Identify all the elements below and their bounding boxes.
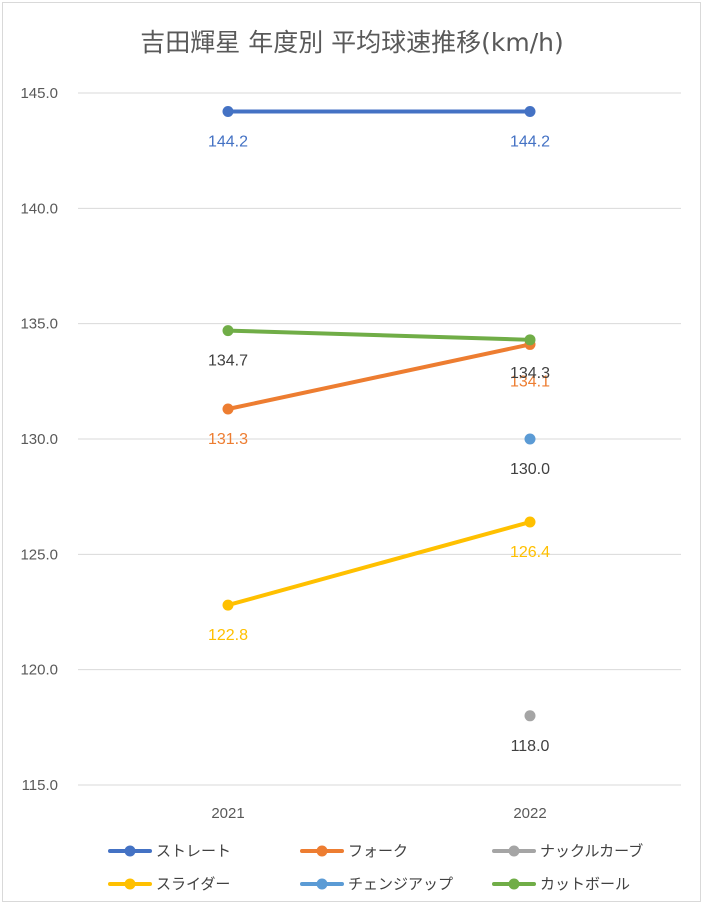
legend-item: チェンジアップ [300,875,453,893]
data-label: 118.0 [511,738,550,755]
chart-title: 吉田輝星 年度別 平均球速推移(km/h) [140,28,564,57]
data-label: 134.1 [510,373,550,390]
series-lines [226,109,532,608]
data-point [524,433,536,445]
legend-swatch-marker [316,845,328,857]
x-tick-label: 2022 [513,805,546,822]
series-line [226,520,532,608]
legend-item: カットボール [492,875,630,893]
x-axis-ticks: 2021 2022 [211,805,546,822]
legend-item: ストレート [108,842,231,860]
series-line [226,328,532,342]
legend-swatch-marker [124,845,136,857]
data-label: 122.8 [208,627,248,644]
y-tick-label: 115.0 [22,777,58,794]
y-axis-ticks: 145.0 140.0 135.0 130.0 125.0 120.0 115.0 [20,85,58,794]
data-label: 144.2 [208,133,248,150]
data-point [222,105,234,117]
data-point [524,334,536,346]
data-point [524,105,536,117]
legend-swatch-marker [124,878,136,890]
y-tick-label: 140.0 [20,200,58,217]
legend-label: フォーク [348,842,408,860]
legend-item: フォーク [300,842,408,860]
y-tick-label: 145.0 [20,85,58,102]
data-point [222,325,234,337]
legend-label: カットボール [540,875,630,893]
legend-label: ストレート [156,842,231,860]
data-label: 131.3 [208,431,248,448]
legend-label: スライダー [156,875,230,893]
legend-swatch-marker [508,878,520,890]
data-label: 126.4 [510,544,550,561]
data-label: 130.0 [510,461,550,478]
gridlines [78,92,681,786]
y-tick-label: 130.0 [20,431,58,448]
data-label: 144.2 [510,133,550,150]
y-tick-label: 135.0 [20,316,58,333]
y-tick-label: 125.0 [20,546,58,563]
legend-label: ナックルカーブ [540,842,643,860]
legend-item: スライダー [108,875,230,893]
data-labels: 144.2 144.2 131.3 134.1 118.0 122.8 126.4 130.0… [208,133,550,754]
data-point [524,516,536,528]
legend-swatch-marker [508,845,520,857]
data-point [222,403,234,415]
data-label: 134.3 [510,365,550,382]
series-line [226,342,532,412]
data-point [222,599,234,611]
x-tick-label: 2021 [211,805,244,822]
y-tick-label: 120.0 [20,662,58,679]
series-points [222,105,536,722]
data-label: 134.7 [208,353,248,370]
legend-item: ナックルカーブ [492,842,643,860]
data-point [524,710,536,722]
legend-label: チェンジアップ [348,875,453,893]
legend-swatch-marker [316,878,328,890]
